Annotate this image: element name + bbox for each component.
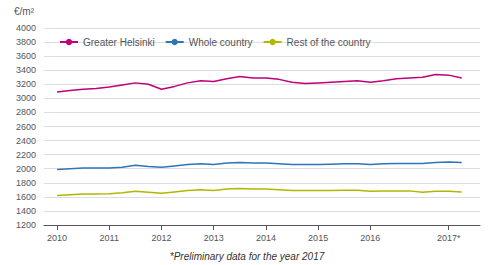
svg-text:3400: 3400	[16, 65, 36, 75]
svg-text:4000: 4000	[16, 23, 36, 33]
svg-text:2010: 2010	[47, 233, 67, 243]
svg-text:2200: 2200	[16, 150, 36, 160]
svg-text:3200: 3200	[16, 79, 36, 89]
svg-text:Greater Helsinki: Greater Helsinki	[83, 37, 155, 48]
svg-text:2400: 2400	[16, 136, 36, 146]
svg-text:1600: 1600	[16, 192, 36, 202]
svg-text:2011: 2011	[100, 233, 119, 243]
svg-text:2600: 2600	[16, 122, 36, 132]
svg-text:*Preliminary data for the year: *Preliminary data for the year 2017	[170, 251, 325, 262]
svg-text:Whole country: Whole country	[189, 37, 253, 48]
svg-text:3800: 3800	[16, 37, 36, 47]
svg-text:2012: 2012	[151, 233, 171, 243]
svg-text:1200: 1200	[16, 220, 36, 230]
svg-text:3600: 3600	[16, 51, 36, 61]
svg-text:2015: 2015	[308, 233, 328, 243]
svg-text:1800: 1800	[16, 178, 36, 188]
svg-text:2000: 2000	[16, 164, 36, 174]
svg-text:2013: 2013	[204, 233, 224, 243]
svg-text:3000: 3000	[16, 93, 36, 103]
svg-text:Rest of the country: Rest of the country	[287, 37, 371, 48]
svg-text:1400: 1400	[16, 206, 36, 216]
svg-text:€/m²: €/m²	[14, 6, 35, 17]
svg-text:2017*: 2017*	[437, 233, 461, 243]
svg-text:2014: 2014	[256, 233, 276, 243]
svg-text:2800: 2800	[16, 107, 36, 117]
svg-text:2016: 2016	[360, 233, 380, 243]
